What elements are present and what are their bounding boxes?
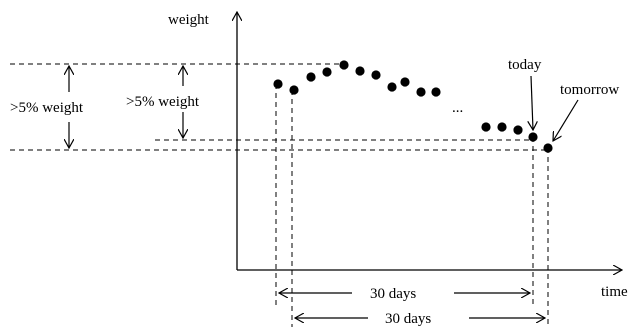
weight-point	[339, 60, 349, 70]
weight-point	[416, 87, 426, 97]
inner-bracket-label: >5% weight	[126, 94, 200, 110]
weight-point	[387, 82, 397, 92]
weight-point	[481, 122, 491, 132]
weight-point	[355, 66, 365, 76]
left-bracket-label: >5% weight	[10, 100, 84, 116]
weight-points	[273, 60, 553, 153]
weight-point	[289, 85, 299, 95]
weight-point	[306, 72, 316, 82]
ellipsis-label: ...	[452, 100, 463, 116]
weight-point	[431, 87, 441, 97]
y-axis-label: weight	[168, 12, 210, 28]
x-axis-label: time	[601, 284, 628, 300]
window-tomorrow-label: 30 days	[385, 311, 431, 327]
today-label: today	[508, 57, 542, 73]
weight-point	[273, 79, 283, 89]
weight-point	[497, 122, 507, 132]
weight-point	[400, 77, 410, 87]
weight-point	[322, 67, 332, 77]
tomorrow-point	[543, 143, 553, 153]
tomorrow-label: tomorrow	[560, 82, 619, 98]
tomorrow-arrow	[553, 99, 579, 141]
today-arrow	[531, 75, 533, 130]
weight-point	[513, 125, 523, 135]
window-today-label: 30 days	[370, 286, 416, 302]
weight-point	[371, 70, 381, 80]
today-point	[528, 132, 538, 142]
